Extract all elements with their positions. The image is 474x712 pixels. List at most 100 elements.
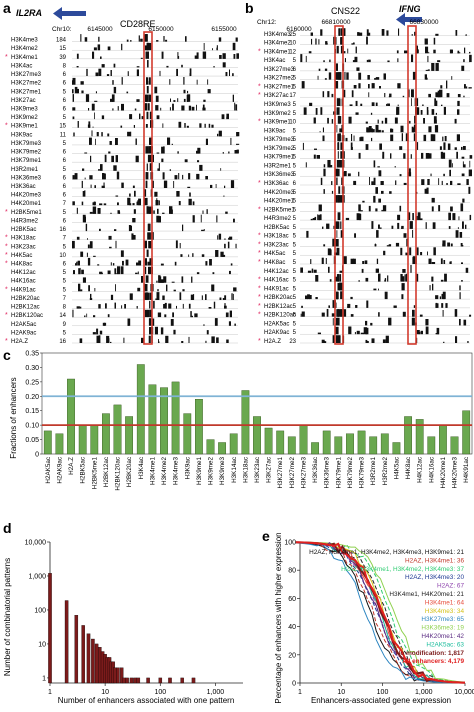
signal-bar xyxy=(355,305,358,308)
signal-bar xyxy=(164,314,167,318)
bar-h3r2me2 xyxy=(380,433,389,455)
signal-bar xyxy=(365,327,369,335)
track-count: 12 xyxy=(289,49,296,55)
signal-bar xyxy=(136,69,139,77)
signal-bar xyxy=(337,282,340,291)
track-name: H3K9me2 xyxy=(264,111,291,117)
y-tick-label: 0 xyxy=(292,681,296,688)
signal-bar xyxy=(86,68,88,76)
signal-bar xyxy=(145,94,149,102)
signal-bar xyxy=(469,214,472,221)
signal-bar xyxy=(317,332,321,335)
signal-bar xyxy=(306,230,309,238)
signal-bar xyxy=(439,296,441,300)
signal-bar xyxy=(219,55,222,59)
track-count: 5 xyxy=(293,163,297,169)
signal-bar xyxy=(395,242,400,247)
panel-e-letter: e xyxy=(262,528,270,544)
signal-bar xyxy=(327,117,329,124)
signal-bar xyxy=(96,328,99,335)
signal-bar xyxy=(158,163,160,171)
signal-bar xyxy=(107,46,111,51)
signal-bar xyxy=(190,311,192,318)
signal-bar xyxy=(191,315,193,318)
signal-bar xyxy=(188,105,192,111)
signal-bar xyxy=(163,180,168,188)
signal-bar xyxy=(129,193,131,197)
signal-bar xyxy=(448,212,451,221)
signal-bar xyxy=(205,294,207,300)
signal-bar xyxy=(148,42,152,51)
signal-bar xyxy=(159,216,161,223)
track-name: H3K4me2 xyxy=(11,46,38,52)
signal-bar xyxy=(343,171,347,177)
signal-bar xyxy=(307,270,312,273)
track-name: H4K91ac xyxy=(264,286,289,292)
panel-b-chr-label: Chr12: xyxy=(257,19,277,26)
signal-bar xyxy=(337,335,341,343)
x-tick-label: H2BK5ac xyxy=(80,457,87,484)
signal-bar xyxy=(443,341,445,343)
panel-b-highlight-box-2 xyxy=(407,25,417,345)
signal-bar xyxy=(160,107,162,111)
signal-bar xyxy=(145,47,148,51)
signal-bar xyxy=(378,129,381,133)
significance-star-icon: * xyxy=(258,338,261,345)
signal-bar xyxy=(87,244,90,249)
track-count: 5 xyxy=(63,330,67,336)
y-tick-label: 1 xyxy=(42,675,46,682)
signal-bar xyxy=(163,36,165,42)
signal-bar xyxy=(318,215,320,221)
signal-bar xyxy=(371,338,375,343)
signal-bar xyxy=(373,288,377,291)
bar-h4k91ac xyxy=(462,410,471,455)
signal-bar xyxy=(435,100,438,106)
x-tick-label: H2BK20ac xyxy=(126,457,133,487)
signal-bar xyxy=(144,258,147,266)
signal-bar xyxy=(220,168,222,171)
signal-bar xyxy=(437,60,441,63)
signal-bar xyxy=(225,312,229,318)
signal-bar xyxy=(215,184,217,188)
signal-bar xyxy=(218,130,222,137)
track-count: 6 xyxy=(63,81,67,87)
signal-bar xyxy=(87,238,88,240)
track-count: 5 xyxy=(293,137,297,143)
signal-bar xyxy=(325,258,327,264)
signal-bar xyxy=(457,183,461,185)
signal-bar xyxy=(90,155,92,163)
signal-bar xyxy=(328,266,330,273)
histogram-bar xyxy=(86,633,91,684)
signal-bar xyxy=(323,60,325,63)
signal-bar xyxy=(84,37,88,42)
y-tick-label: 40 xyxy=(288,624,296,631)
track-count: 5 xyxy=(293,102,297,108)
x-tick-label: H3K79me1 xyxy=(335,457,342,489)
signal-bar xyxy=(147,103,150,111)
signal-bar xyxy=(115,240,117,249)
signal-bar xyxy=(222,62,226,68)
signal-bar xyxy=(374,243,376,247)
signal-bar xyxy=(208,307,212,309)
panel-b-coordinates: 66810000 66830000 xyxy=(322,19,439,26)
coordinate-tick-label: 66830000 xyxy=(410,19,439,26)
track-count: 16 xyxy=(59,339,66,345)
signal-bar xyxy=(357,32,360,36)
track-count: 5 xyxy=(293,269,297,275)
signal-bar xyxy=(456,151,458,159)
signal-bar xyxy=(141,337,144,343)
signal-bar xyxy=(130,40,132,42)
signal-bar xyxy=(340,230,344,238)
significance-star-icon: * xyxy=(258,312,261,319)
signal-bar xyxy=(312,218,315,221)
signal-bar xyxy=(149,327,152,335)
signal-bar xyxy=(384,93,386,98)
signal-bar xyxy=(354,332,356,335)
signal-bar xyxy=(325,41,328,45)
signal-bar xyxy=(219,297,222,300)
coordinate-tick-label: 6145000 xyxy=(87,26,113,33)
signal-bar xyxy=(149,111,152,120)
panel-d-ylabel: Number of combinatorial patterns xyxy=(3,558,12,676)
signal-bar xyxy=(383,73,386,80)
legend-entry: H3K4me1, H4K20me1: 21 xyxy=(389,591,464,598)
